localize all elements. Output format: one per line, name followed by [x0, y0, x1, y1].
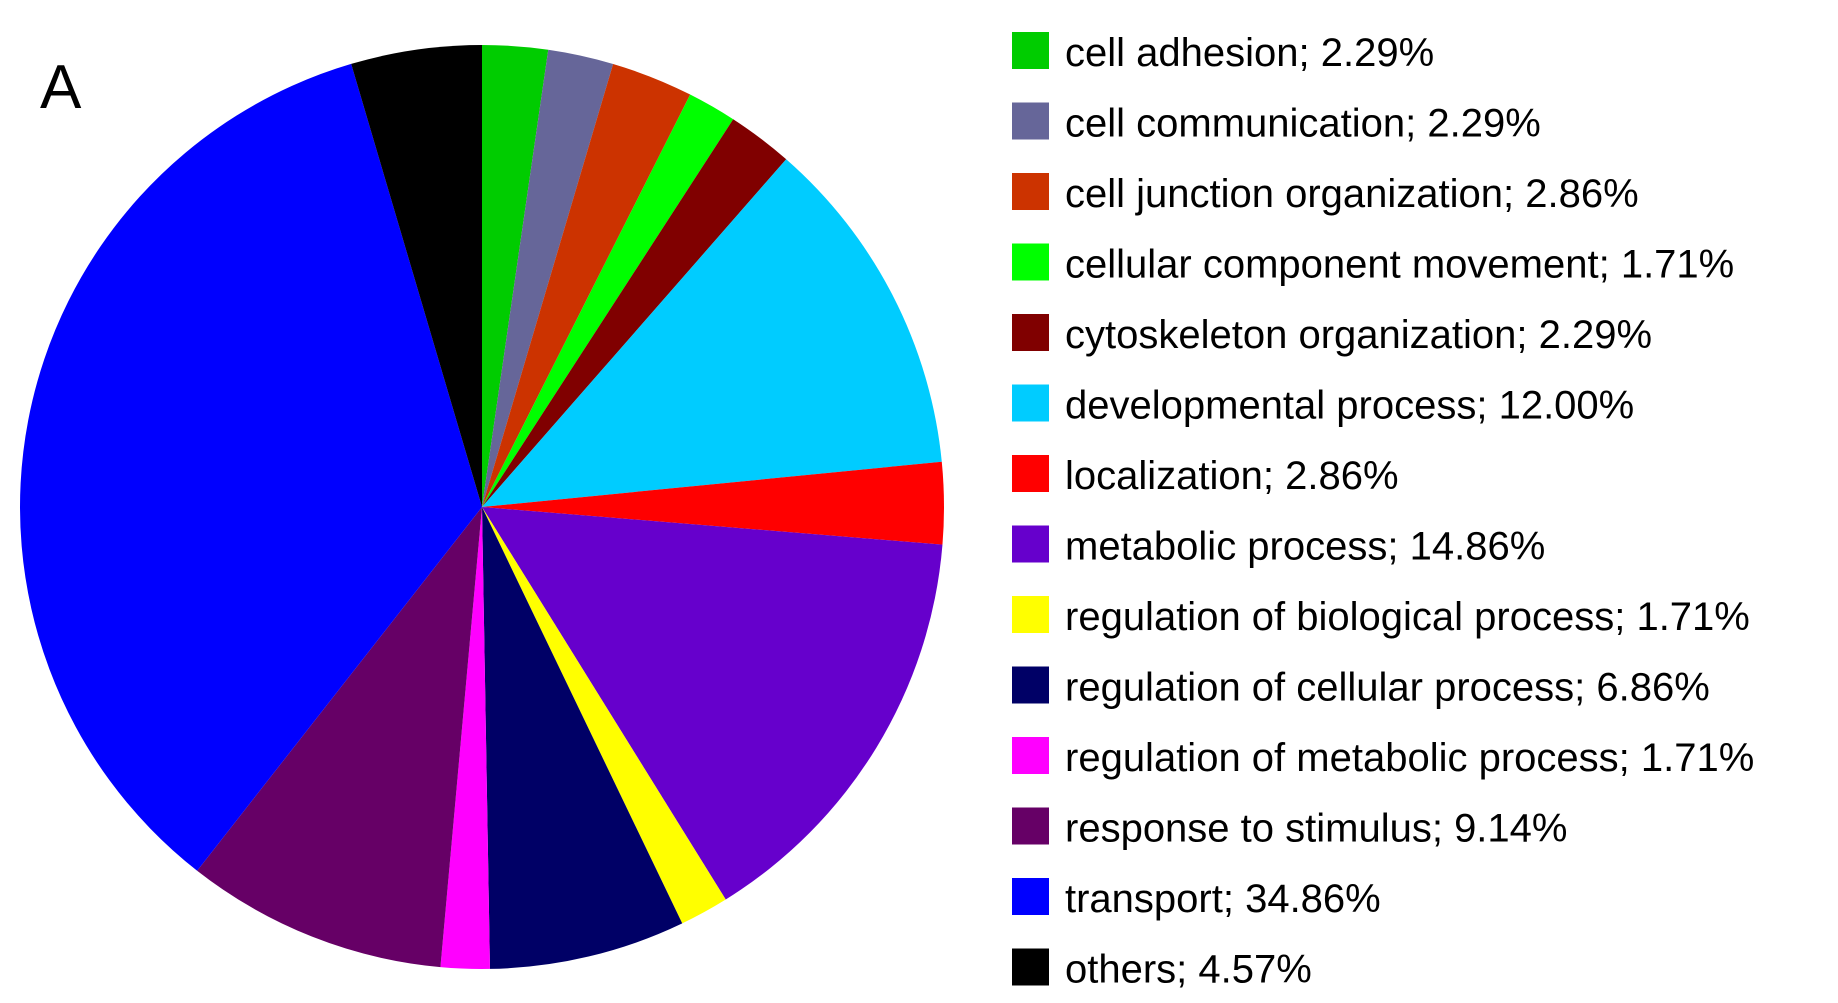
legend-item: regulation of metabolic process; 1.71% — [1012, 736, 1754, 780]
legend-label: regulation of cellular process; 6.86% — [1065, 666, 1710, 710]
legend-item: cytoskeleton organization; 2.29% — [1012, 313, 1652, 357]
legend-swatch — [1012, 948, 1049, 986]
legend-swatch — [1012, 102, 1049, 140]
legend-label: others; 4.57% — [1065, 948, 1312, 992]
pie-slice-cellular-component-movement — [482, 94, 734, 507]
pie-slice-cell-adhesion — [482, 45, 549, 507]
legend-label: regulation of biological process; 1.71% — [1065, 595, 1750, 639]
legend-label: cell junction organization; 2.86% — [1065, 172, 1639, 216]
legend-label: cytoskeleton organization; 2.29% — [1065, 313, 1652, 357]
legend-item: cell adhesion; 2.29% — [1012, 31, 1434, 75]
pie-slice-regulation-of-biological-process — [482, 507, 726, 924]
legend-swatch — [1012, 878, 1049, 915]
legend-label: cellular component movement; 1.71% — [1065, 243, 1734, 287]
legend-item: cellular component movement; 1.71% — [1012, 243, 1734, 287]
pie-slice-others — [351, 45, 482, 507]
legend-label: localization; 2.86% — [1065, 454, 1399, 498]
legend-item: cell junction organization; 2.86% — [1012, 172, 1639, 216]
legend-swatch — [1012, 314, 1049, 351]
pie-slice-cytoskeleton-organization — [482, 119, 787, 507]
legend-swatch — [1012, 666, 1049, 704]
legend-label: transport; 34.86% — [1065, 877, 1381, 921]
panel-label: A — [40, 53, 82, 122]
legend-item: response to stimulus; 9.14% — [1012, 807, 1567, 851]
pie-slice-cell-junction-organization — [482, 63, 691, 507]
legend-item: developmental process; 12.00% — [1012, 384, 1634, 428]
pie-slice-cell-communication — [482, 49, 614, 508]
legend-swatch — [1012, 807, 1049, 845]
legend: cell adhesion; 2.29% cell communication; … — [1012, 31, 1754, 992]
legend-swatch — [1012, 737, 1049, 774]
legend-label: cell communication; 2.29% — [1065, 102, 1541, 146]
pie-slice-metabolic-process — [482, 507, 943, 900]
legend-swatch — [1012, 384, 1049, 422]
legend-swatch — [1012, 596, 1049, 633]
legend-swatch — [1012, 173, 1049, 210]
pie-slice-developmental-process — [482, 159, 942, 508]
pie-slice-regulation-of-cellular-process — [482, 507, 683, 969]
legend-item: regulation of biological process; 1.71% — [1012, 595, 1750, 639]
legend-item: localization; 2.86% — [1012, 454, 1399, 498]
legend-item: others; 4.57% — [1012, 948, 1312, 992]
legend-label: developmental process; 12.00% — [1065, 384, 1634, 428]
legend-swatch — [1012, 243, 1049, 281]
legend-swatch — [1012, 525, 1049, 563]
pie-slice-transport — [20, 63, 483, 871]
legend-label: metabolic process; 14.86% — [1065, 525, 1545, 569]
legend-label: cell adhesion; 2.29% — [1065, 31, 1434, 75]
legend-item: metabolic process; 14.86% — [1012, 525, 1545, 569]
legend-item: cell communication; 2.29% — [1012, 102, 1541, 146]
legend-swatch — [1012, 32, 1049, 69]
pie-slice-response-to-stimulus — [197, 507, 483, 968]
pie-slice-regulation-of-metabolic-process — [440, 507, 490, 969]
pie-slices — [20, 45, 944, 969]
legend-item: transport; 34.86% — [1012, 877, 1381, 921]
legend-item: regulation of cellular process; 6.86% — [1012, 666, 1710, 710]
legend-label: response to stimulus; 9.14% — [1065, 807, 1567, 851]
legend-swatch — [1012, 455, 1049, 492]
legend-label: regulation of metabolic process; 1.71% — [1065, 736, 1754, 780]
pie-slice-localization — [482, 461, 944, 545]
